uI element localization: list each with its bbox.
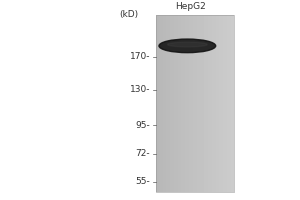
Text: 72-: 72- <box>135 149 150 158</box>
Text: (kD): (kD) <box>119 10 138 19</box>
Text: 170-: 170- <box>130 52 150 61</box>
Text: 95-: 95- <box>135 121 150 130</box>
Text: 55-: 55- <box>135 177 150 186</box>
Text: 130-: 130- <box>130 85 150 94</box>
Text: HepG2: HepG2 <box>175 2 206 11</box>
Bar <box>156 15 234 192</box>
Ellipse shape <box>167 42 207 47</box>
Ellipse shape <box>159 39 216 53</box>
